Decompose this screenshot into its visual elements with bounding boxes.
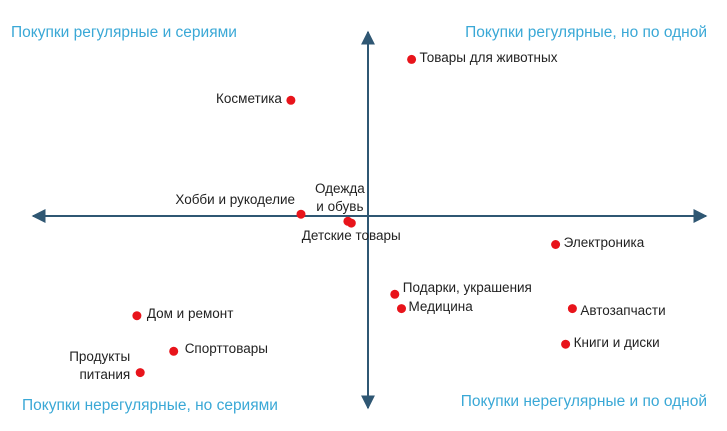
point-label: Детские товары: [301, 228, 401, 244]
point-label: Книги и диски: [573, 335, 660, 351]
point-label: Дом и ремонт: [146, 305, 234, 321]
point-marker: [346, 218, 356, 228]
point-marker: [135, 368, 145, 378]
point-marker: [567, 304, 577, 314]
point-marker: [397, 304, 406, 314]
point-label: Подарки, украшения: [402, 280, 532, 296]
point-label: Электроника: [563, 235, 645, 251]
point-marker: [551, 240, 561, 249]
point-label: Продукты питания: [69, 348, 131, 382]
points-layer: [132, 54, 577, 378]
point-label: Медицина: [408, 298, 473, 314]
point-label: Косметика: [216, 91, 282, 107]
point-marker: [169, 346, 179, 356]
quadrant-label-top-right: Покупки регулярные, но по одной: [465, 24, 707, 41]
point-marker: [286, 95, 296, 105]
point-label: Хобби и рукоделие: [175, 192, 295, 208]
quadrant-label-bottom-left: Покупки нерегулярные, но сериями: [22, 397, 278, 414]
point-marker: [561, 339, 571, 349]
quadrant-label-top-left: Покупки регулярные и сериями: [11, 24, 237, 41]
point-marker: [132, 311, 142, 321]
point-marker: [407, 54, 417, 64]
quadrant-label-bottom-right: Покупки нерегулярные и по одной: [460, 393, 707, 410]
point-marker: [296, 209, 306, 219]
point-label: Одежда и обувь: [314, 181, 365, 215]
point-label: Спорттовары: [184, 341, 268, 357]
point-marker: [390, 289, 400, 299]
point-label: Товары для животных: [419, 50, 558, 66]
point-label: Автозапчасти: [580, 302, 666, 318]
